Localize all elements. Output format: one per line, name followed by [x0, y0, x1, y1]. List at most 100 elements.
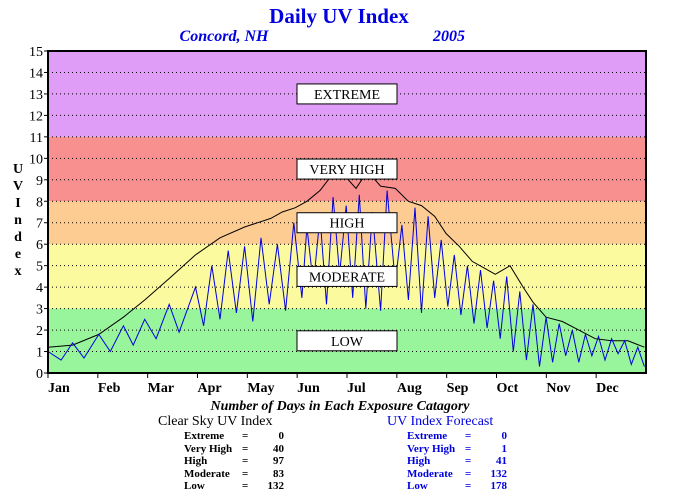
band-label-box-extreme	[296, 83, 398, 105]
y-tick-label: 2	[36, 324, 43, 339]
band-label-extreme: EXTREME	[314, 88, 380, 103]
location-label: Concord, NH	[180, 28, 269, 45]
y-tick-label: 12	[29, 109, 43, 124]
stat-label: High	[184, 455, 208, 467]
x-tick-label: Oct	[497, 381, 519, 396]
stat-label: Very High	[407, 442, 456, 455]
band-label-low: LOW	[331, 335, 364, 350]
uv-chart: Daily UV Index Concord, NH 2005 LOW MODER…	[13, 4, 647, 396]
x-tick-label: Aug	[397, 381, 422, 396]
series-line-1	[47, 190, 645, 367]
series-lines	[47, 170, 645, 367]
stat-value: 41	[496, 455, 507, 467]
y-tick-label: 8	[36, 195, 43, 210]
series-line-0	[47, 170, 645, 348]
y-tick-label: 14	[29, 66, 43, 81]
stat-value: 97	[273, 455, 284, 467]
y-tick-label: 4	[36, 281, 43, 296]
x-tick-label: Sep	[447, 381, 469, 396]
y-axis-label-char: x	[15, 264, 22, 279]
stat-equals: =	[465, 467, 472, 480]
stat-label: Extreme	[184, 430, 225, 442]
year-label: 2005	[432, 28, 465, 45]
clear-sky-stats: Clear Sky UV Index Extreme = 0 Very High = 40…	[158, 414, 284, 493]
x-tick-label: May	[247, 381, 274, 396]
y-tick-label: 1	[36, 346, 43, 361]
y-tick-label: 11	[30, 131, 43, 146]
band-labels: LOW MODERATE HIGH VERY HIGH EXTREME	[296, 83, 398, 352]
band-label-box-low	[296, 330, 398, 352]
chart-title: Daily UV Index	[269, 4, 409, 28]
x-axis-ticks: Jan Feb Mar Apr May Jun Jul Aug Sep Oct Nov Dec	[47, 373, 619, 396]
stat-value: 83	[273, 467, 284, 480]
stat-row: Extreme = 0	[158, 430, 284, 443]
y-axis-label-char: e	[15, 247, 21, 262]
stat-equals: =	[242, 467, 249, 480]
y-tick-label: 0	[36, 367, 43, 382]
x-tick-label: Jun	[297, 381, 320, 396]
stat-row: High = 41	[387, 455, 507, 468]
x-tick-label: Apr	[198, 381, 222, 396]
x-tick-label: Feb	[98, 381, 121, 396]
y-tick-label: 15	[29, 45, 43, 60]
stat-row: Extreme = 0	[387, 430, 507, 443]
y-axis-label-char: I	[15, 196, 20, 211]
y-tick-label: 3	[36, 303, 43, 318]
stat-equals: =	[465, 455, 472, 467]
x-tick-label: Mar	[148, 381, 174, 396]
stat-row: Low = 132	[158, 480, 284, 493]
y-tick-label: 5	[36, 260, 43, 275]
forecast-title: UV Index Forecast	[387, 414, 494, 429]
stat-label: Low	[184, 480, 205, 492]
stat-equals: =	[465, 480, 472, 492]
stat-equals: =	[242, 455, 249, 467]
band-label-moderate: MODERATE	[309, 270, 385, 285]
band-label-box-very-high	[296, 158, 398, 180]
stat-value: 132	[267, 480, 285, 492]
stat-equals: =	[242, 480, 249, 492]
stat-label: Extreme	[407, 430, 448, 442]
y-axis-label-char: d	[14, 230, 22, 245]
y-tick-label: 7	[36, 217, 43, 232]
stat-row: Very High = 1	[387, 443, 507, 456]
stat-row: High = 97	[158, 455, 284, 468]
band-label-box-high	[296, 212, 398, 234]
forecast-stats: UV Index Forecast Extreme = 0 Very High = 1 Hi…	[387, 414, 507, 493]
x-tick-label: Dec	[596, 381, 619, 396]
y-tick-label: 9	[36, 174, 43, 189]
stat-equals: =	[242, 442, 249, 455]
stat-value: 132	[490, 467, 508, 480]
stat-label: Low	[407, 480, 428, 492]
band-label-very-high: VERY HIGH	[309, 163, 384, 178]
stat-equals: =	[465, 442, 472, 455]
stat-row: Very High = 40	[158, 443, 284, 456]
clear-sky-title: Clear Sky UV Index	[158, 414, 273, 429]
stat-equals: =	[242, 430, 249, 442]
band-label-high: HIGH	[330, 217, 365, 232]
stat-value: 0	[278, 430, 285, 442]
stat-equals: =	[465, 430, 472, 442]
stat-value: 178	[490, 480, 508, 492]
stat-row: Moderate = 132	[387, 468, 507, 481]
y-tick-label: 10	[29, 152, 43, 167]
y-axis-label-char: U	[13, 162, 23, 177]
stat-value: 40	[273, 442, 284, 455]
stats-subtitle: Number of Days in Each Exposure Catagory	[210, 399, 470, 414]
stat-value: 1	[501, 442, 508, 455]
stat-label: Moderate	[184, 467, 230, 480]
x-tick-label: Jan	[48, 381, 70, 396]
x-tick-label: Nov	[546, 381, 570, 396]
y-tick-label: 13	[29, 88, 43, 103]
stat-row: Moderate = 83	[158, 468, 284, 481]
stat-label: High	[407, 455, 431, 467]
stat-value: 0	[501, 430, 508, 442]
stat-row: Low = 178	[387, 480, 507, 493]
y-axis-label-char: V	[13, 179, 23, 194]
band-label-box-moderate	[296, 265, 398, 287]
stat-label: Very High	[184, 442, 233, 455]
stat-label: Moderate	[407, 467, 453, 480]
y-tick-label: 6	[36, 238, 43, 253]
x-tick-label: Jul	[347, 381, 366, 396]
